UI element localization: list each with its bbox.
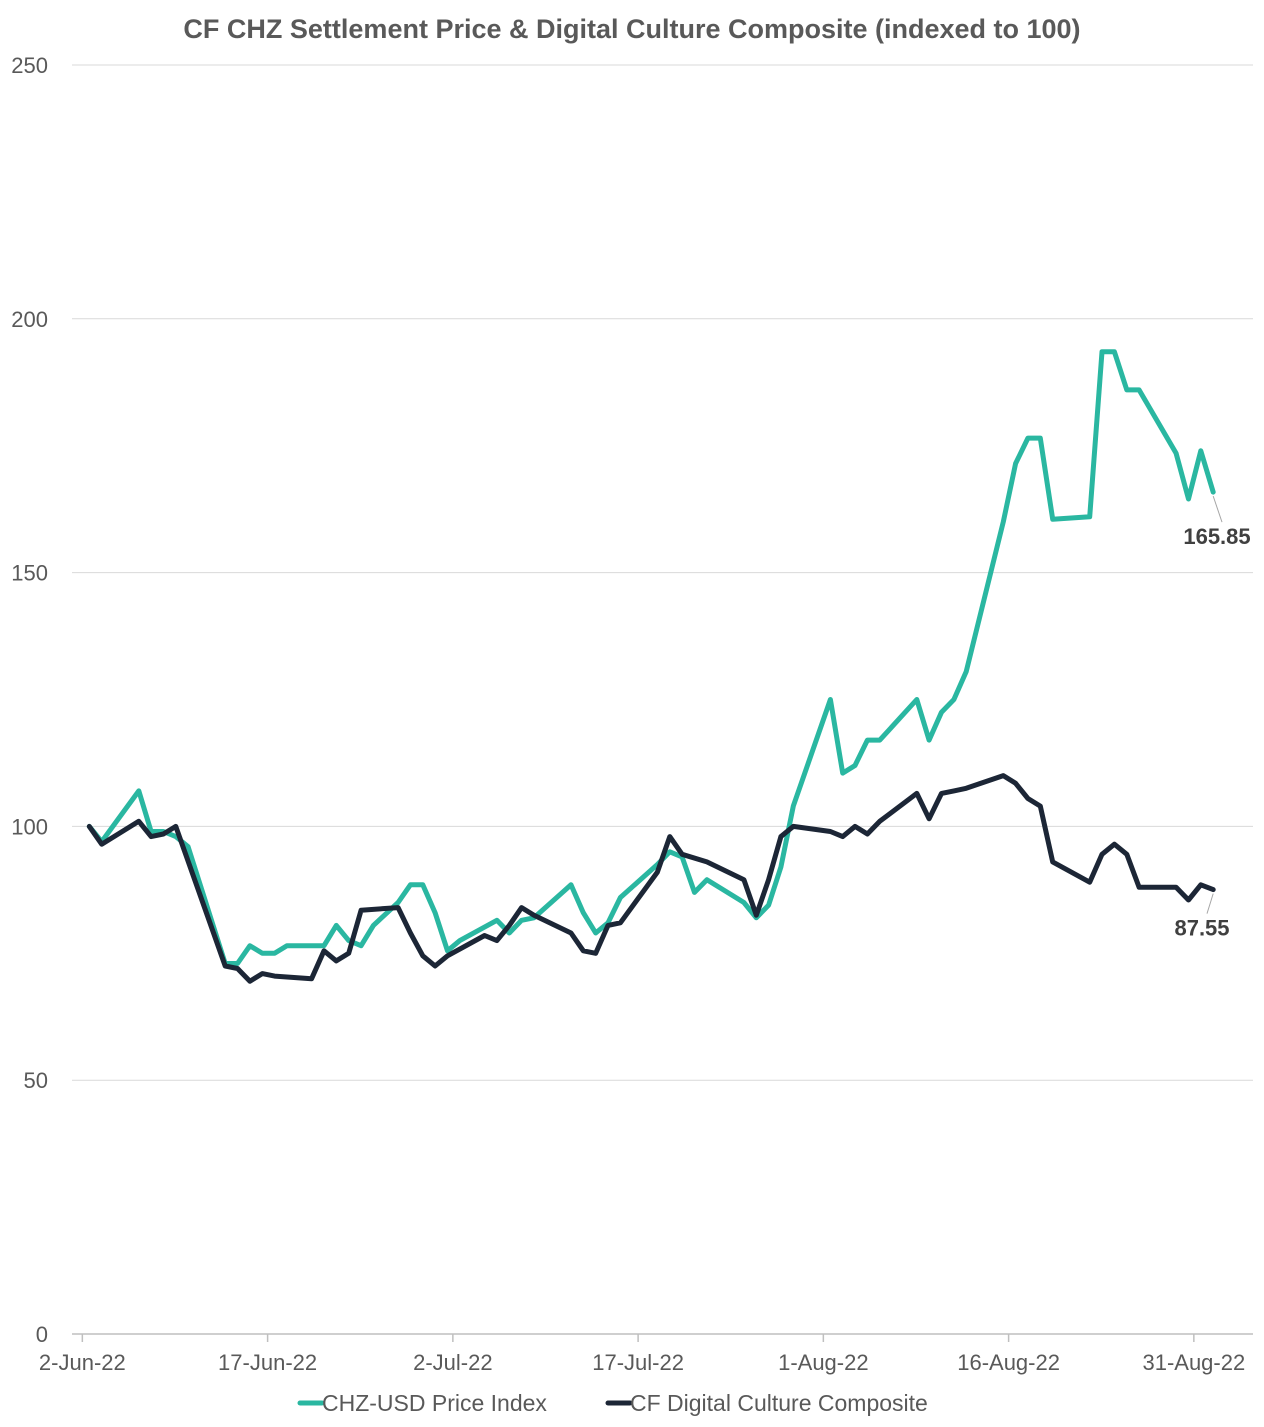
end-labels: 165.85 87.55: [1174, 495, 1251, 941]
x-tick-label: 1-Aug-22: [778, 1350, 869, 1375]
legend: CHZ-USD Price Index CF Digital Culture Co…: [297, 1390, 928, 1416]
y-tick-label: 0: [36, 1322, 48, 1347]
end-label-2: 87.55: [1174, 916, 1229, 941]
y-tick-label: 100: [11, 814, 48, 839]
x-axis: 2-Jun-22 17-Jun-22 2-Jul-22 17-Jul-22 1-Aug-…: [39, 1333, 1253, 1375]
chart-title: CF CHZ Settlement Price & Digital Cultur…: [183, 14, 1080, 44]
series-line-2: [86, 773, 1216, 984]
y-tick-label: 250: [11, 53, 48, 78]
series-line-1: [86, 349, 1216, 966]
y-tick-label: 200: [11, 307, 48, 332]
x-tick-label: 31-Aug-22: [1142, 1350, 1245, 1375]
x-tick-label: 17-Jun-22: [218, 1350, 317, 1375]
x-tick-label: 16-Aug-22: [957, 1350, 1060, 1375]
end-label-1: 165.85: [1183, 524, 1250, 549]
x-tick-label: 2-Jun-22: [39, 1350, 126, 1375]
legend-label: CF Digital Culture Composite: [630, 1390, 928, 1416]
legend-label: CHZ-USD Price Index: [322, 1390, 547, 1416]
end-label-leader: [1212, 495, 1223, 523]
gridlines: [72, 64, 1253, 1081]
x-tick-label: 17-Jul-22: [592, 1350, 684, 1375]
x-tick-label: 2-Jul-22: [413, 1350, 492, 1375]
series-lines: [86, 349, 1216, 984]
y-tick-label: 50: [24, 1068, 48, 1093]
y-tick-label: 150: [11, 561, 48, 586]
end-label-leader: [1206, 893, 1214, 914]
y-axis: 0 50 100 150 200 250: [11, 53, 48, 1347]
